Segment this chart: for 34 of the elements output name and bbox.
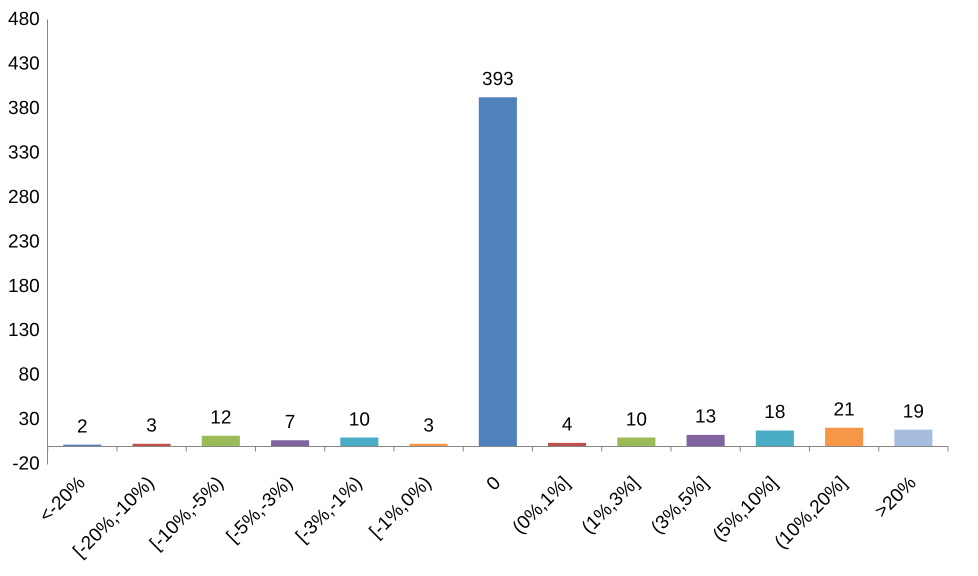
data-label: 4	[562, 414, 573, 436]
data-label: 3	[146, 416, 157, 437]
data-label: 21	[834, 400, 855, 421]
data-label: 10	[348, 409, 370, 430]
bar	[271, 440, 310, 446]
y-tick-label: 230	[8, 231, 40, 252]
y-tick-label: 280	[8, 186, 40, 208]
y-tick-label: 380	[8, 98, 40, 120]
x-tick-label: 0	[482, 472, 506, 495]
bar	[617, 438, 656, 446]
bar	[478, 97, 517, 446]
y-tick-label: 80	[18, 364, 40, 386]
bar	[202, 436, 240, 446]
y-tick-label: -20	[12, 453, 40, 474]
data-label: 12	[210, 408, 232, 429]
y-tick-label: 130	[8, 320, 40, 342]
y-tick-label: 480	[8, 9, 40, 30]
data-label: 2	[77, 416, 88, 438]
bar	[340, 438, 378, 446]
data-label: 18	[764, 402, 786, 424]
bar	[756, 430, 794, 446]
data-label: 3	[423, 416, 434, 437]
data-label: 13	[695, 406, 716, 428]
y-tick-label: 180	[8, 276, 40, 297]
y-tick-label: 30	[18, 409, 40, 430]
data-label: 393	[482, 69, 514, 90]
y-tick-label: 430	[8, 54, 40, 75]
data-label: 10	[626, 409, 647, 430]
bar	[894, 430, 932, 446]
data-label: 19	[902, 401, 924, 422]
y-tick-label: 330	[8, 142, 40, 164]
bar	[686, 434, 725, 446]
bar	[825, 428, 864, 446]
data-label: 7	[284, 412, 296, 433]
